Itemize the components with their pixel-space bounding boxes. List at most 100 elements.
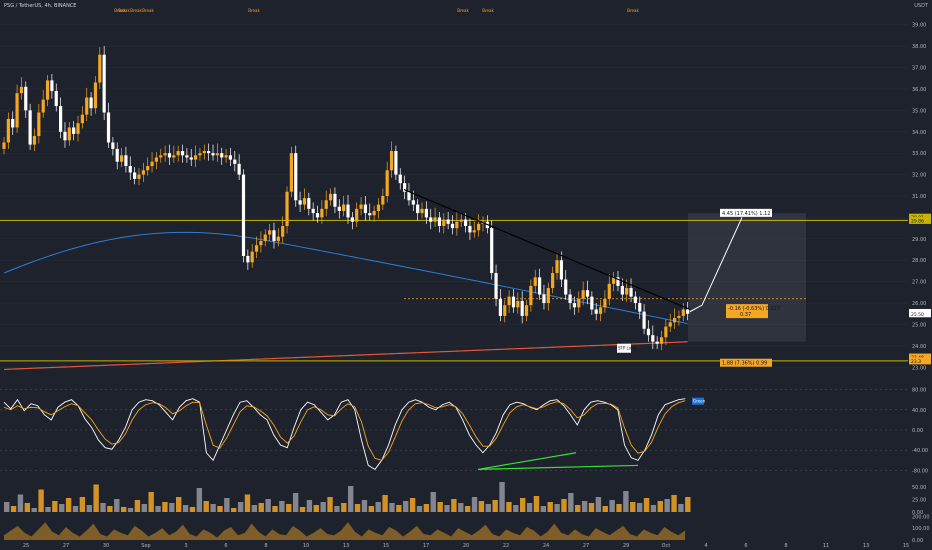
x-tick-label: 13 [863, 543, 869, 549]
candle-body [490, 228, 494, 274]
candle-body [394, 151, 398, 175]
osc-tag: Green [693, 399, 706, 404]
candle-body [189, 157, 193, 160]
volume-bar [59, 504, 65, 512]
candle-body [524, 305, 529, 316]
candle-body [577, 298, 581, 308]
price-tag: 25.50 [911, 312, 924, 318]
candle-body [276, 236, 280, 241]
candle-body [281, 225, 285, 237]
volume-bar [107, 506, 113, 512]
x-tick-label: 22 [503, 543, 509, 549]
y-tick-label: 34.00 [912, 130, 926, 136]
candle-body [89, 97, 93, 109]
volume-bar [416, 506, 423, 512]
candle-body [198, 153, 202, 156]
candle-body [355, 208, 359, 222]
candle-body [411, 200, 415, 205]
price-tag-box [909, 357, 931, 365]
volume-bar [237, 502, 244, 512]
bottom-area [4, 522, 686, 540]
candle-body [463, 219, 468, 226]
candle-body [625, 288, 629, 295]
candle-body [172, 155, 176, 158]
candle-body [193, 155, 198, 160]
candle-body [185, 155, 189, 158]
volume-bar [389, 503, 395, 512]
candle-body [311, 208, 315, 214]
candle-body [233, 159, 237, 164]
candle-body [616, 277, 620, 286]
break-marker: Break [248, 8, 260, 13]
osc-slow-line [3, 400, 686, 461]
candle-body [555, 260, 559, 274]
candle-body [19, 86, 24, 94]
projection-label-box [720, 208, 772, 217]
candle-body [137, 174, 141, 179]
projection-path [689, 217, 743, 313]
candle-body [159, 155, 163, 158]
volume-bar [602, 506, 608, 512]
candle-body [80, 114, 84, 124]
red-ma-line [3, 341, 688, 371]
volume-bar [320, 502, 326, 512]
volume-bar [595, 497, 602, 512]
candle-body [594, 309, 598, 314]
volume-bar [169, 503, 175, 512]
volume-bar [409, 498, 416, 512]
candle-body [59, 106, 63, 132]
y-tick-label: 32.00 [912, 173, 926, 179]
candle-body [520, 300, 524, 316]
x-tick-label: 13 [343, 543, 349, 549]
candle-body [598, 307, 603, 314]
x-tick-label: 24 [543, 543, 549, 549]
candle-body [342, 204, 346, 211]
volume-bar [120, 507, 127, 512]
volume-bar [396, 505, 402, 512]
divergence-line [477, 464, 639, 471]
volume-bar [643, 498, 650, 512]
candle-body [359, 204, 363, 209]
candle-body [372, 210, 376, 216]
osc-fast-line [3, 398, 686, 471]
volume-bar [327, 497, 333, 512]
candle-body [202, 151, 206, 154]
vol-tick-label: 50.00 [912, 485, 926, 491]
y-tick-label: 24.00 [912, 344, 926, 350]
candle-body [207, 151, 211, 154]
volume-bar [616, 504, 622, 512]
candle-body [477, 223, 481, 231]
volume-bar [65, 498, 72, 512]
x-tick-label: 4 [704, 543, 707, 549]
x-tick-label: 15 [383, 543, 389, 549]
candle-body [328, 193, 333, 201]
volume-bar [189, 507, 196, 512]
volume-bar [244, 494, 251, 512]
volume-bar [52, 501, 58, 512]
volume-bar [348, 486, 354, 512]
candle-body [11, 118, 15, 128]
volume-bar [72, 506, 79, 512]
candle-body [433, 217, 437, 222]
volume-bar [520, 498, 526, 512]
volume-bar [437, 502, 443, 512]
area-tick-label: 0.00 [912, 538, 923, 544]
candle-body [498, 298, 503, 316]
volume-bar [10, 506, 17, 512]
candle-body [228, 155, 233, 160]
candle-body [337, 206, 341, 211]
volume-bar [45, 507, 51, 512]
candle-body [67, 127, 71, 141]
long-ma-line [3, 231, 688, 325]
candle-body [150, 161, 154, 167]
candle-body [37, 112, 41, 137]
candle-body [246, 255, 250, 263]
candle-body [381, 196, 385, 205]
candle-body [263, 234, 267, 241]
candle-body [407, 191, 411, 201]
area-tick-label: 200.00 [912, 514, 930, 520]
x-tick-label: 3 [184, 543, 187, 549]
volume-bar [231, 508, 237, 512]
candle-body [6, 118, 10, 143]
